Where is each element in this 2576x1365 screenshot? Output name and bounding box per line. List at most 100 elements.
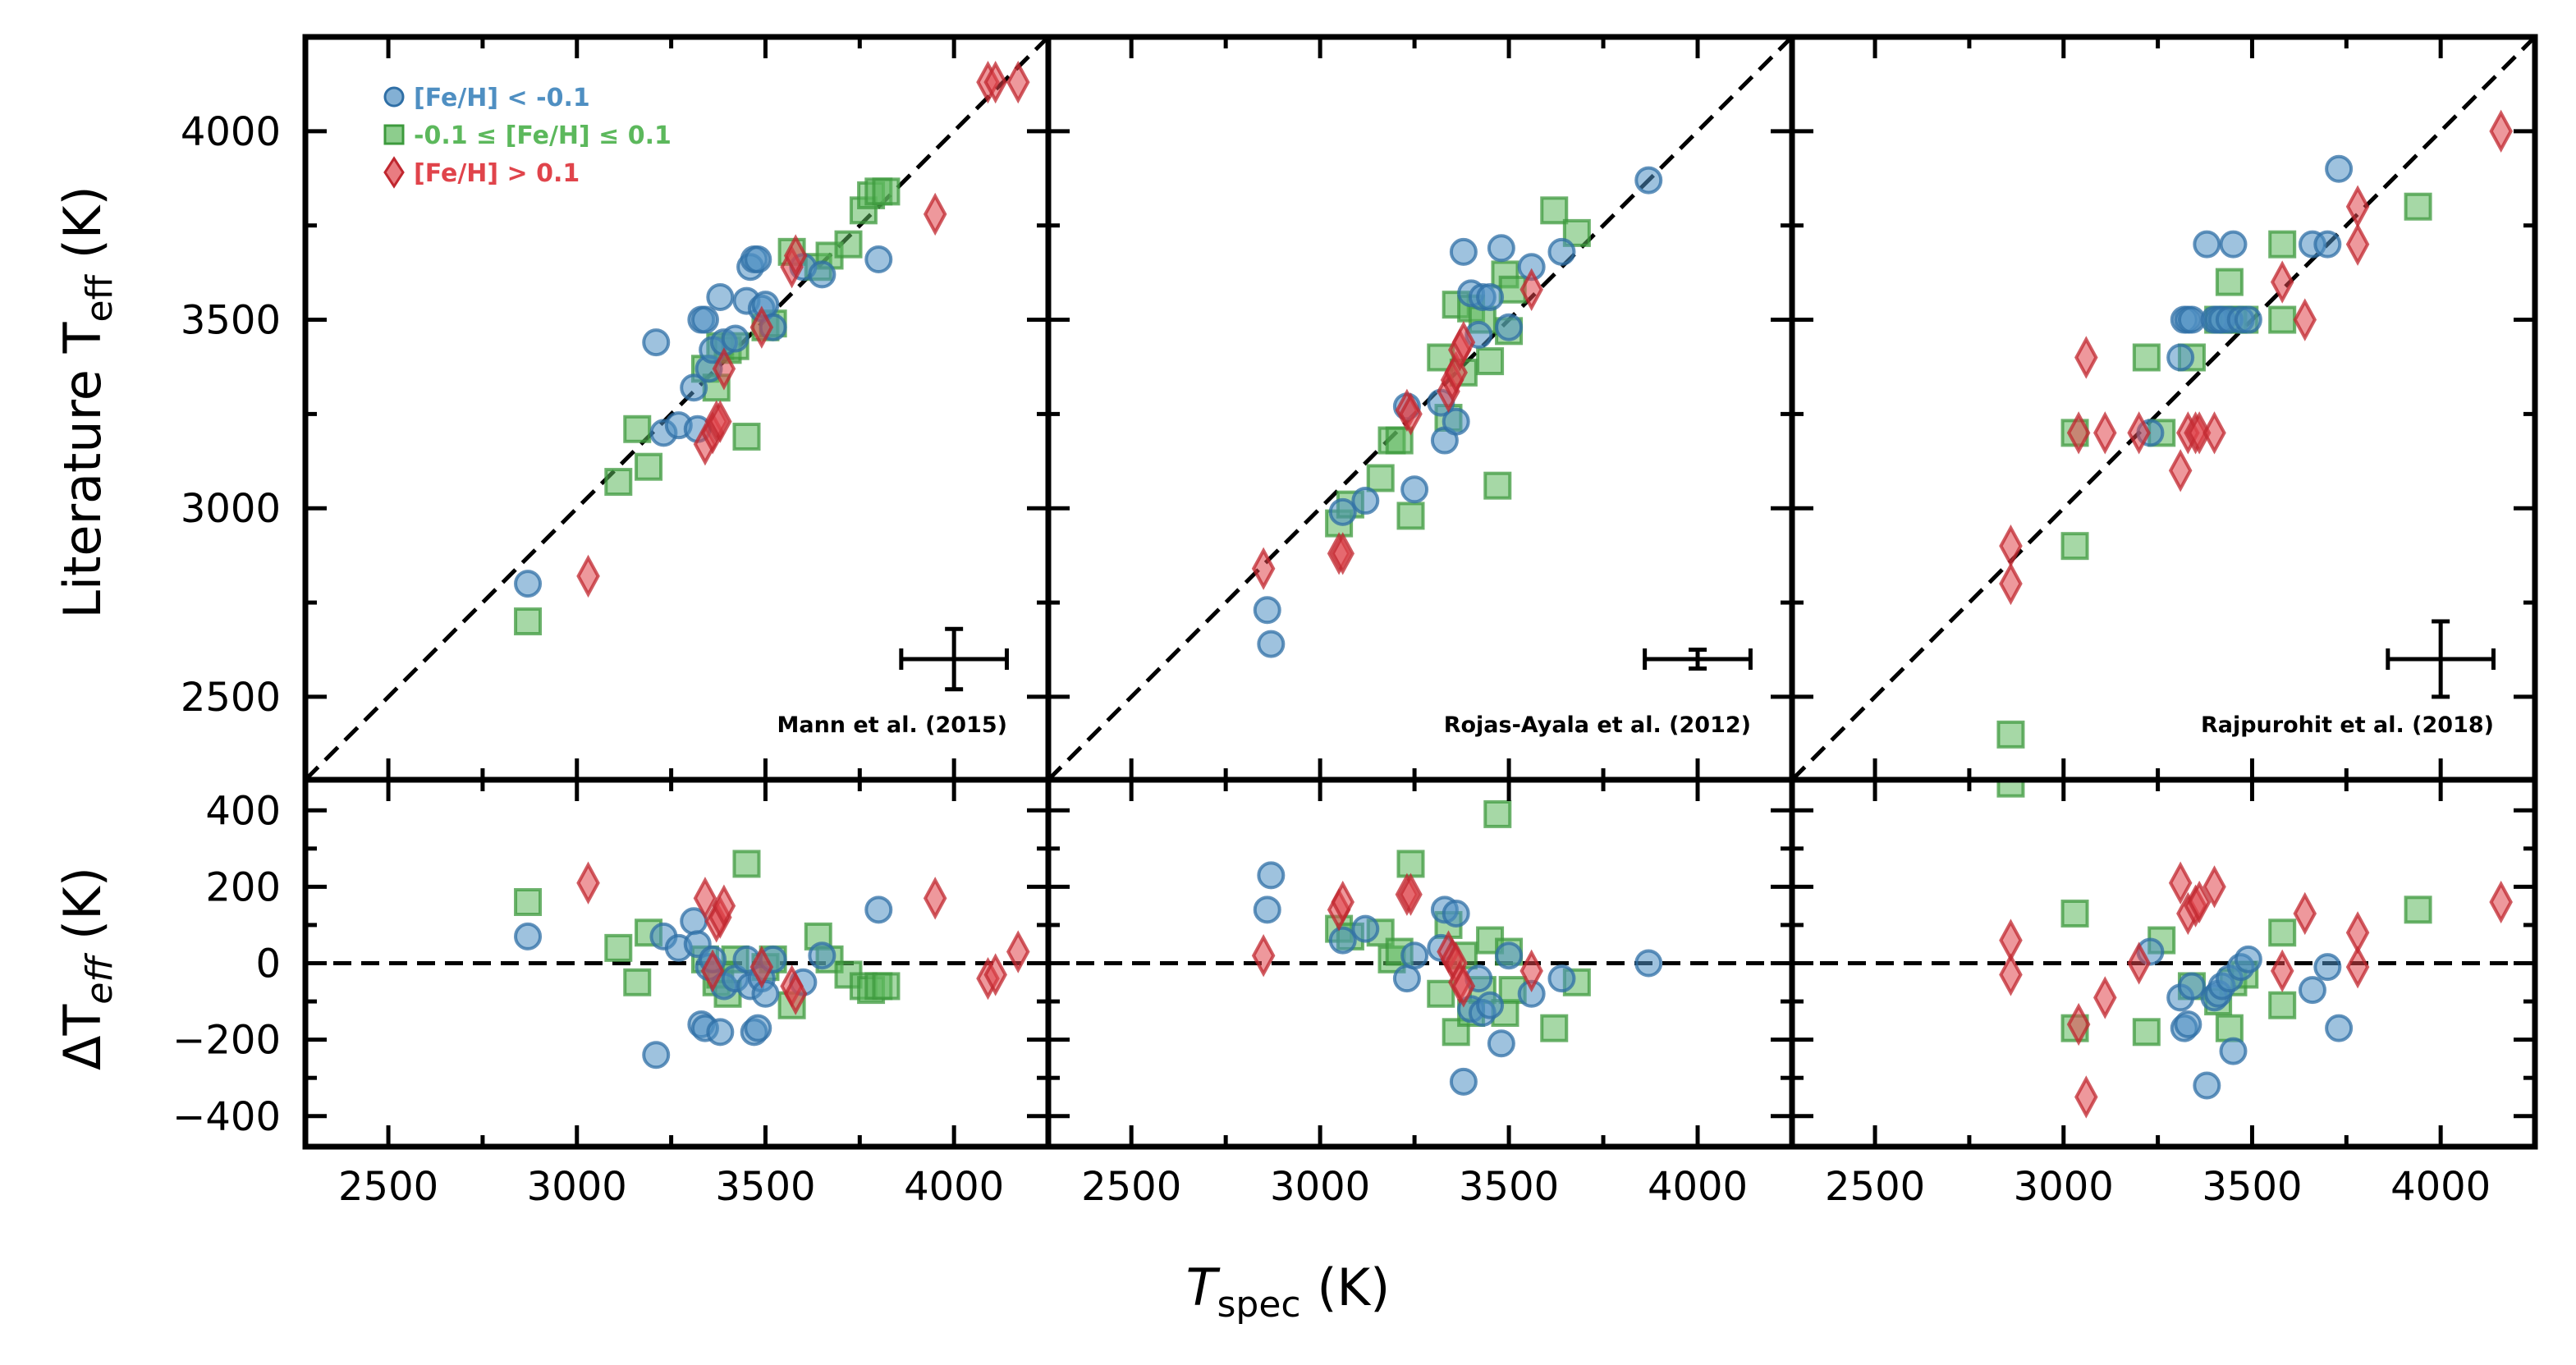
point-solar (1483, 471, 1512, 500)
top-panel-2 (1048, 37, 1792, 780)
residual-point-metal-rich (1251, 934, 1276, 978)
residual-point-solar (732, 850, 761, 878)
residual-point-metal-rich (2345, 911, 2370, 955)
point-solar (623, 415, 652, 443)
point-metal-rich (2168, 449, 2193, 492)
point-metal-poor (2219, 230, 2248, 259)
point-metal-rich (576, 554, 600, 598)
residual-panel-1 (305, 850, 1048, 1070)
residual-point-metal-rich (783, 972, 808, 1015)
residual-point-metal-rich (2093, 976, 2117, 1019)
residual-point-metal-poor (808, 941, 837, 970)
reference-label: Rojas-Ayala et al. (2012) (1444, 712, 1751, 738)
legend-label-metal-rich: [Fe/H] > 0.1 (414, 159, 580, 188)
y-axis-title-top: Literature Teff (K) (53, 186, 121, 618)
residual-point-solar (1996, 780, 2025, 798)
point-metal-poor (1257, 630, 1286, 658)
point-metal-poor (808, 260, 837, 289)
residual-point-solar (804, 922, 832, 950)
y-tick-label-top: 4000 (181, 109, 281, 155)
residual-point-metal-rich (1006, 930, 1030, 973)
residual-point-metal-rich (2202, 865, 2226, 909)
residual-point-metal-rich (2489, 880, 2513, 924)
data-layer (305, 37, 2535, 1119)
point-metal-poor (1400, 475, 1429, 504)
point-metal-rich (2066, 411, 2091, 455)
residual-point-solar (514, 888, 543, 916)
x-tick-label: 3500 (2202, 1164, 2302, 1210)
point-metal-rich (1251, 547, 1276, 590)
point-metal-rich (1999, 561, 2023, 606)
point-metal-poor (1634, 166, 1663, 195)
residual-point-metal-rich (712, 884, 736, 928)
residual-point-metal-poor (2193, 1071, 2221, 1100)
y-title-top-main: Literature T (53, 321, 112, 618)
residual-point-metal-rich (2345, 945, 2370, 989)
residual-point-metal-poor (1495, 941, 1524, 970)
x-tick-label: 2500 (1825, 1164, 1925, 1210)
residual-point-metal-rich (2127, 941, 2151, 985)
residual-point-metal-poor (864, 895, 893, 924)
residual-point-solar (2215, 1014, 2244, 1042)
y-tick-label-top: 3000 (181, 486, 281, 532)
x-tick-label: 2500 (1081, 1164, 1181, 1210)
point-solar (635, 452, 663, 481)
one-to-one-line (1048, 37, 1792, 780)
point-metal-rich (1519, 268, 1543, 311)
residual-point-solar (872, 972, 901, 1001)
point-metal-rich (2202, 411, 2226, 455)
legend-label-solar: -0.1 ≤ [Fe/H] ≤ 0.1 (414, 121, 672, 150)
residual-panel-3 (1792, 780, 2535, 1119)
point-metal-poor (2313, 230, 2342, 259)
residual-point-metal-poor (2234, 945, 2262, 973)
point-solar (1396, 502, 1425, 530)
residual-point-metal-rich (2066, 1002, 2091, 1047)
residual-point-metal-rich (700, 949, 725, 992)
reference-label: Rajpurohit et al. (2018) (2201, 712, 2494, 738)
residual-point-metal-poor (1257, 861, 1286, 890)
point-solar (2404, 192, 2432, 221)
residual-point-metal-poor (2174, 1010, 2202, 1038)
point-metal-poor (1487, 234, 1515, 263)
point-metal-rich (712, 347, 736, 391)
residual-point-solar (604, 933, 633, 962)
point-metal-rich (983, 60, 1007, 104)
residual-point-solar (2268, 991, 2297, 1019)
residual-point-solar (623, 968, 652, 996)
point-metal-poor (1253, 596, 1281, 625)
y-tick-label-top: 2500 (181, 675, 281, 721)
y-tick-label-bottom: −200 (172, 1018, 281, 1064)
y-tick-label-bottom: 200 (205, 864, 281, 910)
residual-point-metal-rich (576, 861, 600, 905)
x-tick-label: 3500 (715, 1164, 815, 1210)
point-metal-rich (2127, 411, 2151, 455)
point-solar (834, 230, 863, 259)
residual-point-metal-rich (1519, 949, 1543, 992)
point-solar (1540, 196, 1569, 225)
point-metal-poor (2166, 343, 2195, 372)
residual-point-metal-poor (744, 1014, 772, 1042)
point-metal-poor (2193, 230, 2221, 259)
point-metal-poor (2234, 305, 2262, 334)
x-tick-label: 3000 (2014, 1164, 2114, 1210)
legend-square-marker (383, 124, 405, 145)
point-metal-poor (1449, 237, 1478, 266)
residual-point-metal-rich (923, 877, 947, 920)
point-metal-rich (1451, 320, 1476, 364)
point-metal-poor (1547, 237, 1576, 266)
point-solar (2268, 305, 2297, 334)
residual-point-metal-rich (2074, 1075, 2098, 1119)
residual-point-metal-poor (1328, 926, 1357, 955)
residual-point-metal-poor (1487, 1029, 1515, 1058)
point-metal-rich (2187, 411, 2212, 455)
residual-point-metal-poor (1351, 914, 1380, 943)
residual-point-solar (1540, 1014, 1569, 1042)
point-solar (732, 422, 761, 451)
point-metal-rich (783, 234, 808, 277)
point-metal-poor (1442, 407, 1470, 436)
residual-point-metal-poor (751, 979, 780, 1008)
x-tick-label: 4000 (1648, 1164, 1748, 1210)
point-metal-rich (2489, 109, 2513, 153)
point-solar (1385, 426, 1414, 455)
